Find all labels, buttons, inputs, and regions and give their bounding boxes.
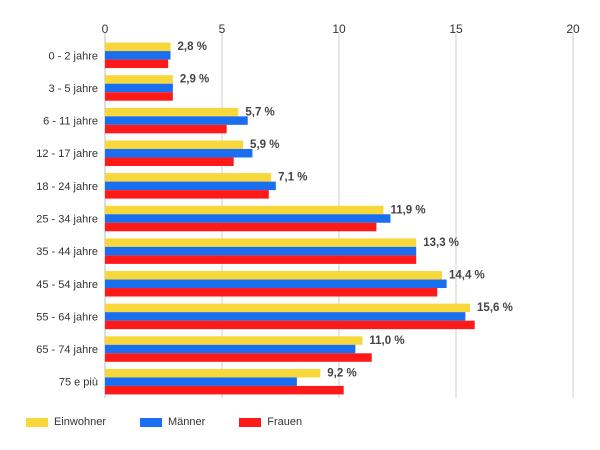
bar-frauen: [105, 92, 173, 101]
data-label: 9,2 %: [327, 367, 356, 379]
data-label: 2,8 %: [178, 41, 207, 53]
data-label: 5,9 %: [250, 139, 279, 151]
bar-einwohner: [105, 107, 239, 117]
bar-mnner: [105, 181, 276, 191]
category-labels: 0 - 2 jahre 3 - 5 jahre 6 - 11 jahre 12 - 1…: [36, 50, 98, 388]
bar-mnner: [105, 246, 417, 256]
bar-frauen: [105, 157, 234, 166]
bar-mnner: [105, 83, 173, 93]
bar-einwohner: [105, 205, 384, 215]
category-label: 65 - 74 jahre: [36, 344, 98, 356]
legend-item: Männer: [139, 416, 206, 428]
bar-frauen: [105, 353, 372, 362]
legend-swatch: [26, 417, 48, 427]
bar-einwohner: [105, 368, 321, 378]
bar-einwohner: [105, 271, 442, 280]
bar-frauen: [105, 385, 344, 395]
data-label: 5,7 %: [245, 106, 274, 118]
legend: Einwohner Männer Frauen: [26, 416, 302, 428]
data-label: 2,9 %: [180, 74, 209, 86]
legend-label: Einwohner: [54, 416, 106, 428]
category-label: 18 - 24 jahre: [36, 181, 98, 193]
x-tick-label: 20: [566, 22, 580, 36]
bar-frauen: [105, 222, 377, 232]
bar-mnner: [105, 51, 171, 60]
category-label: 35 - 44 jahre: [36, 246, 98, 258]
x-tick-label: 10: [332, 22, 346, 36]
bar-einwohner: [105, 42, 171, 52]
legend-label: Männer: [167, 416, 206, 428]
bar-frauen: [105, 124, 227, 134]
category-label: 6 - 11 jahre: [43, 116, 98, 128]
category-label: 75 e più: [59, 377, 98, 389]
category-label: 45 - 54 jahre: [36, 279, 98, 291]
bar-einwohner: [105, 303, 471, 313]
x-tick-label: 5: [219, 22, 226, 36]
bar-mnner: [105, 116, 248, 125]
x-tick-label: 0: [102, 22, 109, 36]
bar-einwohner: [105, 140, 244, 149]
legend-swatch: [239, 417, 262, 427]
category-label: 55 - 64 jahre: [36, 311, 98, 323]
bar-mnner: [105, 279, 447, 289]
category-label: 0 - 2 jahre: [48, 50, 98, 62]
data-label: 11,0 %: [369, 335, 404, 347]
legend-label: Frauen: [267, 416, 303, 428]
bar-mnner: [105, 214, 391, 223]
bars: [105, 42, 475, 395]
bar-frauen: [105, 320, 475, 330]
data-labels: 2,8 % 2,9 % 5,7 % 5,9 % 7,1 % 11,9 % 13,3 % 14,…: [178, 41, 513, 379]
legend-swatch: [139, 417, 162, 427]
category-label: 25 - 34 jahre: [36, 214, 98, 226]
bar-frauen: [105, 190, 269, 199]
x-tick-label: 15: [449, 22, 463, 36]
data-label: 15,6 %: [477, 302, 513, 314]
x-axis-ticks: 0 5 10 15 20: [102, 22, 580, 36]
legend-item: Frauen: [239, 416, 302, 428]
bar-mnner: [105, 312, 466, 321]
bar-mnner: [105, 148, 253, 158]
bar-frauen: [105, 59, 169, 69]
data-label: 11,9 %: [390, 204, 425, 216]
bar-mnner: [105, 377, 297, 386]
bar-einwohner: [105, 173, 272, 182]
category-label: 3 - 5 jahre: [48, 83, 98, 95]
bar-einwohner: [105, 75, 173, 84]
bar-mnner: [105, 344, 356, 354]
data-label: 7,1 %: [278, 172, 307, 184]
category-label: 12 - 17 jahre: [36, 148, 98, 160]
legend-item: Einwohner: [26, 416, 106, 428]
bar-einwohner: [105, 238, 417, 247]
bar-frauen: [105, 288, 438, 297]
data-label: 13,3 %: [423, 237, 459, 249]
bar-einwohner: [105, 336, 363, 345]
data-label: 14,4 %: [449, 270, 485, 282]
bar-frauen: [105, 255, 417, 264]
